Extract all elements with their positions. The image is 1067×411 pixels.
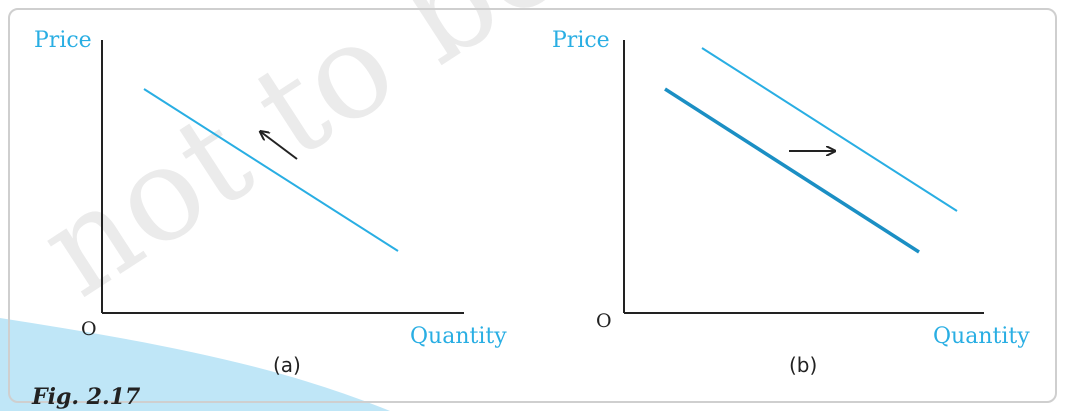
panel-b-original-demand-curve [664, 87, 920, 254]
panel-b-tag: (b) [789, 353, 818, 377]
panel-a-y-axis-label: Price [34, 28, 92, 53]
caption-band [0, 318, 390, 411]
figure-frame [8, 8, 1057, 403]
panel-a [101, 40, 464, 314]
panel-b-shifted-demand-curve [701, 47, 958, 212]
panel-b-origin-label: O [596, 310, 612, 332]
panel-b [623, 40, 984, 314]
panel-a-tag: (a) [273, 353, 301, 377]
panel-a-origin-label: O [81, 318, 97, 340]
panel-a-shift-arrow [261, 132, 298, 160]
panel-b-y-axis-label: Price [552, 28, 610, 53]
panel-b-x-axis-label: Quantity [933, 324, 1030, 349]
panel-a-x-axis-label: Quantity [410, 324, 507, 349]
figure-caption: Fig. 2.17 [32, 384, 141, 410]
panel-a-demand-curve [143, 88, 399, 252]
